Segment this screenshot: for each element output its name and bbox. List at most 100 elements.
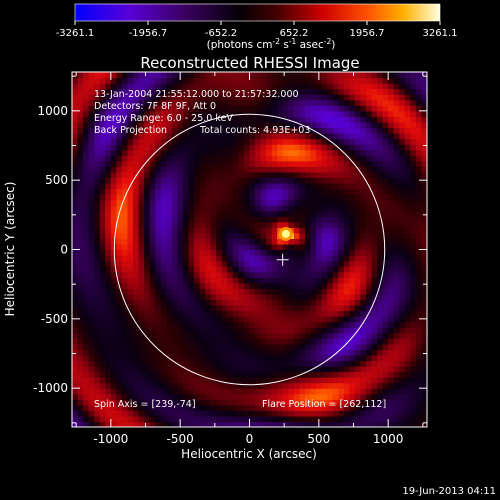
flare-kernel-core <box>281 229 290 238</box>
heatmap-cell <box>177 404 184 411</box>
heatmap-cell <box>293 354 301 362</box>
heatmap-cell <box>177 149 184 156</box>
heatmap-cell <box>88 238 95 245</box>
heatmap-cell <box>227 343 234 350</box>
heatmap-cell <box>155 133 162 140</box>
heatmap-cell <box>371 282 378 289</box>
heatmap-cell <box>377 232 384 240</box>
heatmap-cell <box>343 293 350 301</box>
heatmap-cell <box>310 282 317 289</box>
heatmap-cell <box>210 282 217 289</box>
heatmap-cell <box>421 349 427 356</box>
heatmap-cell <box>116 166 123 173</box>
heatmap-cell <box>277 410 284 417</box>
heatmap-cell <box>99 238 106 245</box>
heatmap-cell <box>227 316 234 323</box>
heatmap-cell <box>343 288 350 295</box>
heatmap-cell <box>249 77 256 84</box>
heatmap-cell <box>121 155 129 162</box>
heatmap-cell <box>144 83 151 90</box>
heatmap-cell <box>205 160 212 167</box>
heatmap-cell <box>388 349 395 356</box>
heatmap-cell <box>243 121 251 129</box>
heatmap-cell <box>110 199 117 206</box>
heatmap-cell <box>338 232 345 240</box>
heatmap-cell <box>371 238 378 245</box>
heatmap-cell <box>316 221 323 228</box>
heatmap-cell <box>393 138 400 145</box>
heatmap-cell <box>216 343 223 350</box>
heatmap-cell <box>288 271 295 278</box>
heatmap-cell <box>399 371 406 378</box>
heatmap-cell <box>277 354 284 362</box>
heatmap-cell <box>171 410 178 417</box>
heatmap-cell <box>105 194 112 201</box>
heatmap-cell <box>288 133 295 140</box>
heatmap-cell <box>127 271 134 278</box>
heatmap-cell <box>88 365 95 373</box>
heatmap-cell <box>282 327 289 334</box>
heatmap-cell <box>410 282 417 289</box>
heatmap-cell <box>282 88 289 95</box>
heatmap-cell <box>105 99 112 106</box>
heatmap-cell <box>77 388 84 395</box>
heatmap-cell <box>99 255 106 262</box>
heatmap-cell <box>332 94 339 101</box>
heatmap-cell <box>410 171 417 178</box>
heatmap-cell <box>133 83 140 90</box>
heatmap-cell <box>227 127 234 134</box>
heatmap-cell <box>149 105 156 112</box>
heatmap-cell <box>243 310 251 317</box>
heatmap-cell <box>77 360 84 367</box>
heatmap-cell <box>144 77 151 84</box>
heatmap-cell <box>316 83 323 90</box>
heatmap-cell <box>110 371 117 378</box>
heatmap-cell <box>343 266 350 273</box>
heatmap-cell <box>194 182 201 190</box>
heatmap-cell <box>271 415 278 423</box>
heatmap-cell <box>149 260 156 267</box>
heatmap-cell <box>255 360 262 367</box>
heatmap-cell <box>221 343 228 350</box>
heatmap-cell <box>182 138 190 145</box>
heatmap-cell <box>116 399 123 406</box>
heatmap-cell <box>255 221 262 228</box>
heatmap-cell <box>77 266 84 273</box>
heatmap-cell <box>260 332 267 339</box>
heatmap-cell <box>221 327 228 334</box>
heatmap-cell <box>77 94 84 101</box>
heatmap-cell <box>410 310 417 317</box>
heatmap-cell <box>343 249 350 256</box>
heatmap-cell <box>205 205 212 212</box>
heatmap-cell <box>321 171 328 178</box>
heatmap-cell <box>354 194 362 201</box>
heatmap-cell <box>388 343 395 350</box>
heatmap-cell <box>121 415 129 423</box>
heatmap-cell <box>271 293 278 301</box>
heatmap-cell <box>410 321 417 328</box>
heatmap-cell <box>110 144 117 151</box>
heatmap-cell <box>216 421 223 427</box>
heatmap-cell <box>72 83 79 90</box>
heatmap-cell <box>304 393 312 400</box>
heatmap-cell <box>338 371 345 378</box>
heatmap-cell <box>144 199 151 206</box>
heatmap-cell <box>88 349 95 356</box>
heatmap-cell <box>166 249 173 256</box>
heatmap-cell <box>133 171 140 178</box>
heatmap-cell <box>166 266 173 273</box>
heatmap-cell <box>332 105 339 112</box>
heatmap-cell <box>249 316 256 323</box>
heatmap-cell <box>221 72 228 79</box>
heatmap-cell <box>410 210 417 217</box>
heatmap-cell <box>133 304 140 312</box>
heatmap-cell <box>221 338 228 345</box>
heatmap-cell <box>144 293 151 301</box>
heatmap-cell <box>205 393 212 400</box>
heatmap-cell <box>155 415 162 423</box>
heatmap-cell <box>377 343 384 350</box>
heatmap-cell <box>321 221 328 228</box>
heatmap-cell <box>299 354 306 362</box>
heatmap-cell <box>121 388 129 395</box>
heatmap-cell <box>160 83 167 90</box>
